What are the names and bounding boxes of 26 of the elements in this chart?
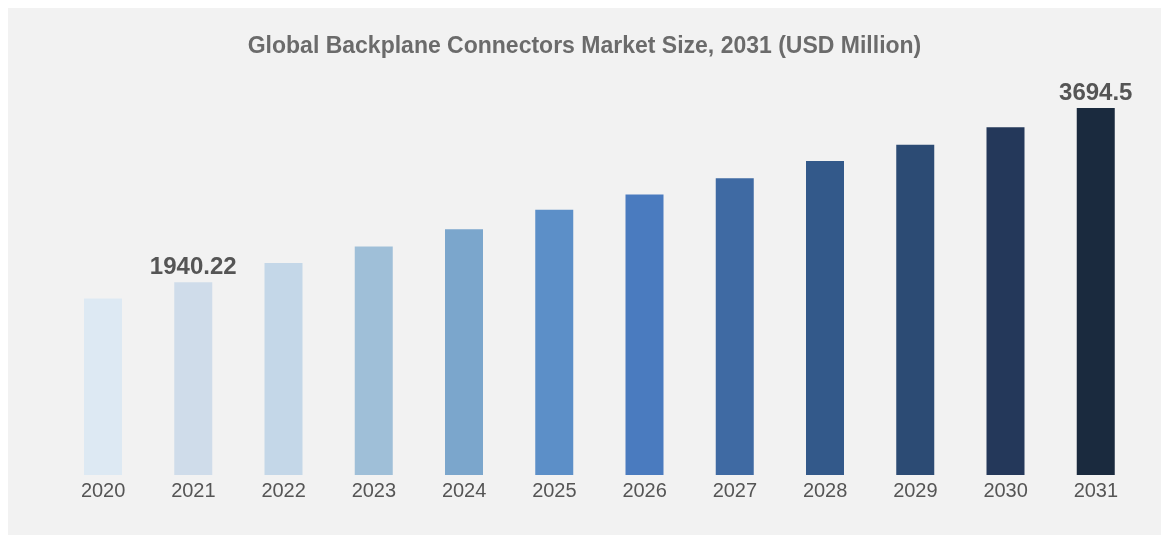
bar [1076,108,1115,475]
bar [806,161,844,475]
bar [986,127,1025,475]
x-tick-label: 2031 [1073,479,1119,502]
bar [174,282,213,475]
x-tick-label: 2025 [532,479,577,502]
data-label: 3694.5 [1059,78,1133,105]
bar [264,262,303,475]
data-label: 1940.22 [149,252,237,280]
bar [625,194,664,475]
bar [896,144,935,475]
bar [445,229,483,475]
bar [715,178,754,475]
chart-title: Global Backplane Connectors Market Size, 2031 (USD Million) [246,31,923,60]
x-tick-label: 2022 [261,479,306,502]
x-tick-label: 2026 [622,479,667,502]
x-tick-label: 2027 [712,479,758,502]
bar [535,209,574,475]
x-tick-label: 2020 [80,479,126,502]
x-tick-label: 2029 [893,479,938,502]
x-tick-label: 2024 [441,479,487,502]
x-tick-label: 2028 [802,479,848,502]
x-tick-label: 2030 [983,479,1028,502]
bar [354,246,393,475]
x-tick-label: 2023 [351,479,397,502]
x-tick-label: 2021 [171,479,216,502]
